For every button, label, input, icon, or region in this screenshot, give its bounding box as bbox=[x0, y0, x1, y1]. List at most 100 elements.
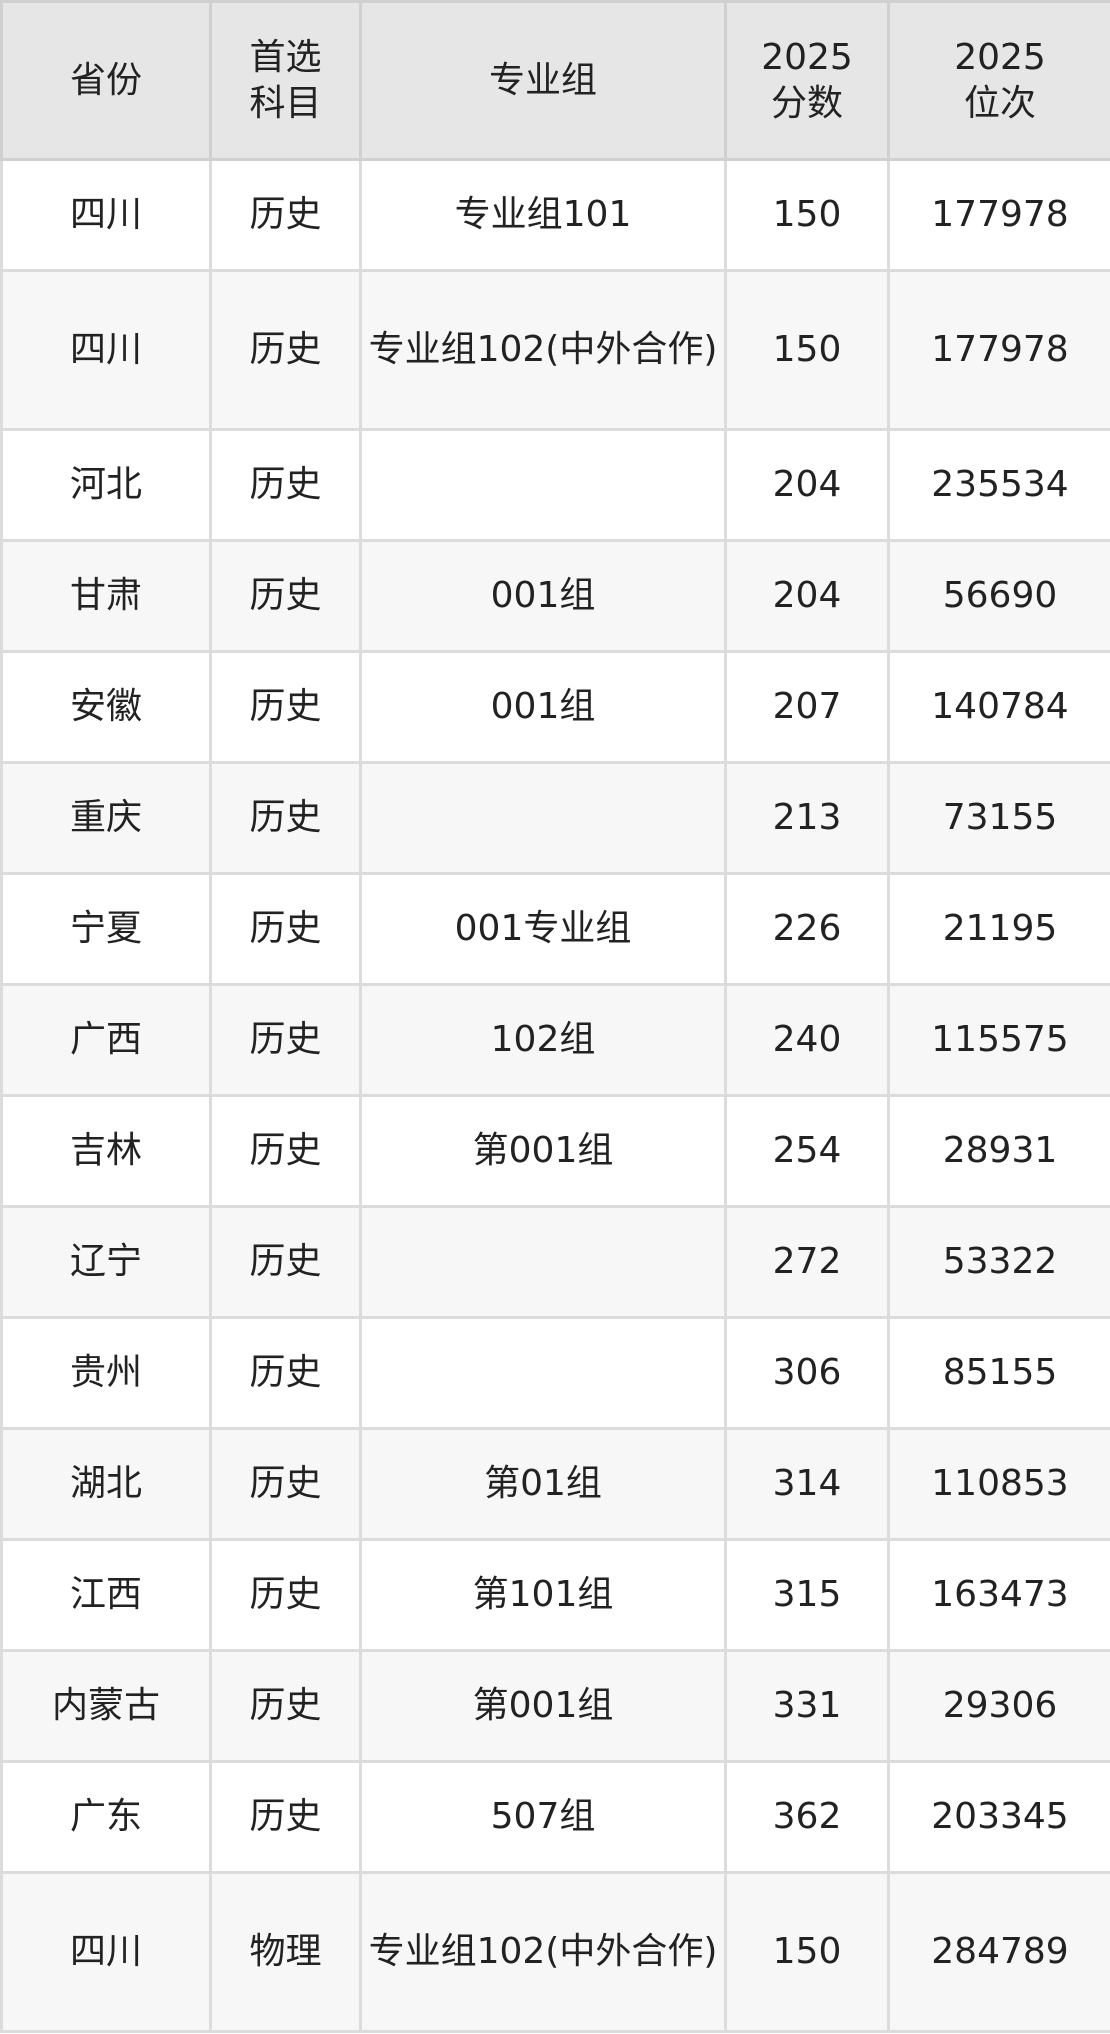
cell-group: 001专业组 bbox=[359, 872, 727, 986]
cell-rank: 110853 bbox=[887, 1427, 1110, 1541]
cell-score: 207 bbox=[724, 650, 890, 764]
cell-rank: 177978 bbox=[887, 269, 1110, 431]
table-row: 吉林 历史 第001组 254 28931 bbox=[0, 1094, 1110, 1208]
cell-group: 507组 bbox=[359, 1760, 727, 1874]
cell-group bbox=[359, 1316, 727, 1430]
table-row: 河北 历史 204 235534 bbox=[0, 428, 1110, 542]
cell-rank: 56690 bbox=[887, 539, 1110, 653]
cell-group: 专业组102(中外合作) bbox=[359, 269, 727, 431]
cell-province: 甘肃 bbox=[0, 539, 212, 653]
table-row: 四川 物理 专业组102(中外合作) 150 284789 bbox=[0, 1871, 1110, 2033]
cell-subject: 历史 bbox=[209, 983, 362, 1097]
cell-subject: 历史 bbox=[209, 1316, 362, 1430]
cell-score: 314 bbox=[724, 1427, 890, 1541]
cell-province: 内蒙古 bbox=[0, 1649, 212, 1763]
cell-subject: 历史 bbox=[209, 761, 362, 875]
cell-rank: 235534 bbox=[887, 428, 1110, 542]
cell-subject: 历史 bbox=[209, 539, 362, 653]
cell-group: 102组 bbox=[359, 983, 727, 1097]
table-row: 湖北 历史 第01组 314 110853 bbox=[0, 1427, 1110, 1541]
cell-score: 315 bbox=[724, 1538, 890, 1652]
table-row: 辽宁 历史 272 53322 bbox=[0, 1205, 1110, 1319]
table-row: 重庆 历史 213 73155 bbox=[0, 761, 1110, 875]
cell-province: 河北 bbox=[0, 428, 212, 542]
table-body: 四川 历史 专业组101 150 177978 四川 历史 专业组102(中外合作) 150 17… bbox=[0, 158, 1110, 2033]
header-line: 省份 bbox=[69, 59, 142, 101]
cell-province: 吉林 bbox=[0, 1094, 212, 1208]
cell-group bbox=[359, 1205, 727, 1319]
cell-score: 204 bbox=[724, 428, 890, 542]
cell-subject: 历史 bbox=[209, 269, 362, 431]
cell-subject: 历史 bbox=[209, 650, 362, 764]
table-row: 安徽 历史 001组 207 140784 bbox=[0, 650, 1110, 764]
cell-group bbox=[359, 761, 727, 875]
table-row: 贵州 历史 306 85155 bbox=[0, 1316, 1110, 1430]
cell-subject: 历史 bbox=[209, 1760, 362, 1874]
cell-province: 四川 bbox=[0, 158, 212, 272]
header-row: 省份 首选 科目 专业组 2025 分数 2025 位次 bbox=[0, 0, 1110, 161]
header-line: 分数 bbox=[770, 82, 843, 124]
header-line: 首选 bbox=[249, 36, 322, 78]
cell-rank: 163473 bbox=[887, 1538, 1110, 1652]
column-header-rank: 2025 位次 bbox=[887, 0, 1110, 161]
cell-score: 254 bbox=[724, 1094, 890, 1208]
table-row: 甘肃 历史 001组 204 56690 bbox=[0, 539, 1110, 653]
column-header-group: 专业组 bbox=[359, 0, 727, 161]
cell-score: 204 bbox=[724, 539, 890, 653]
cell-rank: 21195 bbox=[887, 872, 1110, 986]
header-line: 位次 bbox=[963, 82, 1036, 124]
cell-province: 安徽 bbox=[0, 650, 212, 764]
cell-score: 240 bbox=[724, 983, 890, 1097]
cell-province: 辽宁 bbox=[0, 1205, 212, 1319]
cell-subject: 历史 bbox=[209, 1094, 362, 1208]
cell-score: 331 bbox=[724, 1649, 890, 1763]
cell-subject: 历史 bbox=[209, 1538, 362, 1652]
cell-rank: 203345 bbox=[887, 1760, 1110, 1874]
cell-rank: 85155 bbox=[887, 1316, 1110, 1430]
header-line: 专业组 bbox=[488, 59, 597, 101]
table-row: 宁夏 历史 001专业组 226 21195 bbox=[0, 872, 1110, 986]
cell-group: 001组 bbox=[359, 539, 727, 653]
header-line: 科目 bbox=[249, 82, 322, 124]
cell-province: 宁夏 bbox=[0, 872, 212, 986]
cell-score: 306 bbox=[724, 1316, 890, 1430]
cell-subject: 历史 bbox=[209, 1205, 362, 1319]
cell-group: 专业组101 bbox=[359, 158, 727, 272]
cell-group bbox=[359, 428, 727, 542]
cell-subject: 历史 bbox=[209, 872, 362, 986]
table-row: 内蒙古 历史 第001组 331 29306 bbox=[0, 1649, 1110, 1763]
column-header-subject: 首选 科目 bbox=[209, 0, 362, 161]
column-header-score: 2025 分数 bbox=[724, 0, 890, 161]
cell-rank: 177978 bbox=[887, 158, 1110, 272]
table-row: 广西 历史 102组 240 115575 bbox=[0, 983, 1110, 1097]
cell-group: 专业组102(中外合作) bbox=[359, 1871, 727, 2033]
cell-province: 江西 bbox=[0, 1538, 212, 1652]
header-line: 2025 bbox=[761, 36, 853, 78]
cell-score: 213 bbox=[724, 761, 890, 875]
cell-province: 重庆 bbox=[0, 761, 212, 875]
cell-subject: 历史 bbox=[209, 1427, 362, 1541]
cell-group: 第01组 bbox=[359, 1427, 727, 1541]
cell-rank: 53322 bbox=[887, 1205, 1110, 1319]
cell-rank: 28931 bbox=[887, 1094, 1110, 1208]
cell-score: 226 bbox=[724, 872, 890, 986]
cell-rank: 284789 bbox=[887, 1871, 1110, 2033]
cell-province: 湖北 bbox=[0, 1427, 212, 1541]
cell-group: 001组 bbox=[359, 650, 727, 764]
cell-score: 362 bbox=[724, 1760, 890, 1874]
table-row: 广东 历史 507组 362 203345 bbox=[0, 1760, 1110, 1874]
table-row: 四川 历史 专业组101 150 177978 bbox=[0, 158, 1110, 272]
cell-rank: 140784 bbox=[887, 650, 1110, 764]
cell-province: 广东 bbox=[0, 1760, 212, 1874]
cell-province: 四川 bbox=[0, 1871, 212, 2033]
cell-score: 272 bbox=[724, 1205, 890, 1319]
cell-province: 广西 bbox=[0, 983, 212, 1097]
cell-subject: 历史 bbox=[209, 158, 362, 272]
cell-rank: 73155 bbox=[887, 761, 1110, 875]
cell-group: 第001组 bbox=[359, 1094, 727, 1208]
cell-subject: 历史 bbox=[209, 1649, 362, 1763]
cell-score: 150 bbox=[724, 269, 890, 431]
table-row: 江西 历史 第101组 315 163473 bbox=[0, 1538, 1110, 1652]
cell-score: 150 bbox=[724, 158, 890, 272]
